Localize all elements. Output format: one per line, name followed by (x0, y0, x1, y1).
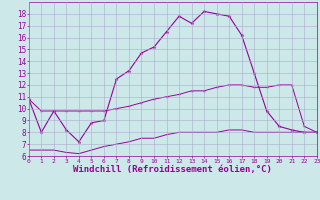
X-axis label: Windchill (Refroidissement éolien,°C): Windchill (Refroidissement éolien,°C) (73, 165, 272, 174)
